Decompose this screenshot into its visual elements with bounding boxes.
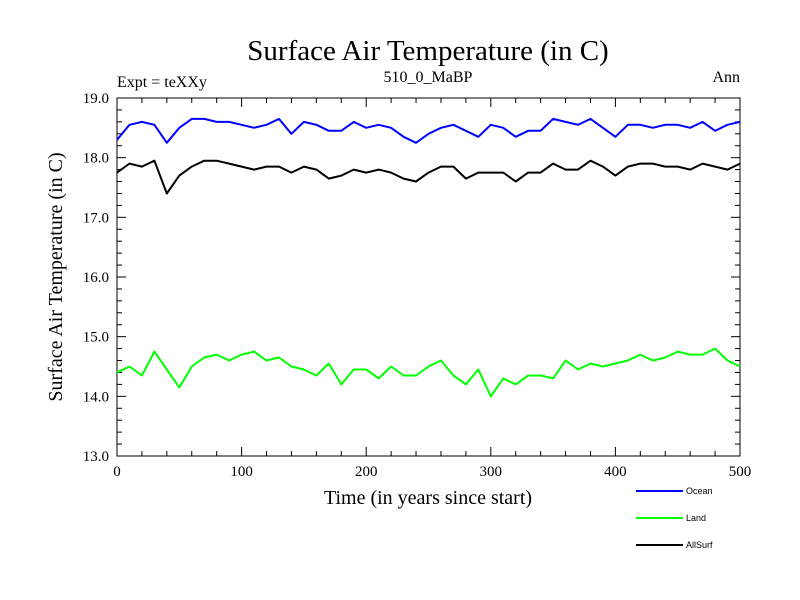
x-tick-label: 200	[355, 464, 378, 480]
y-axis-tick-labels: 13.0 14.0 15.0 16.0 17.0 18.0 19.0	[83, 91, 109, 465]
y-axis-ticks	[117, 97, 740, 457]
y-tick-label: 18.0	[83, 151, 109, 167]
x-tick-label: 100	[230, 464, 253, 480]
y-tick-label: 17.0	[83, 210, 109, 226]
y-tick-label: 14.0	[83, 389, 109, 405]
y-axis-label: Surface Air Temperature (in C)	[45, 152, 67, 401]
period-label: 510_0_MaBP	[384, 69, 473, 86]
x-tick-label: 300	[480, 464, 503, 480]
season-label: Ann	[712, 69, 740, 86]
legend-label-land: Land	[686, 513, 706, 523]
y-tick-label: 19.0	[83, 91, 109, 107]
x-axis-label: Time (in years since start)	[324, 487, 532, 509]
experiment-label: Expt = teXXy	[117, 74, 207, 91]
plot-frame	[116, 97, 741, 457]
y-tick-label: 15.0	[83, 330, 109, 346]
x-tick-label: 400	[604, 464, 627, 480]
x-tick-label: 500	[729, 464, 752, 480]
legend: Ocean Land AllSurf	[636, 486, 713, 550]
y-tick-label: 13.0	[83, 449, 109, 465]
legend-label-ocean: Ocean	[686, 486, 713, 496]
x-tick-label: 0	[113, 464, 121, 480]
series-line-ocean	[116, 117, 741, 144]
series-line-allsurf	[116, 159, 741, 195]
legend-label-allsurf: AllSurf	[686, 540, 713, 550]
y-tick-label: 16.0	[83, 270, 109, 286]
chart-title: Surface Air Temperature (in C)	[247, 35, 608, 67]
series-lines	[116, 117, 741, 398]
series-line-land	[116, 347, 741, 398]
x-axis-tick-labels: 0 100 200 300 400 500	[113, 464, 751, 480]
x-axis-ticks	[116, 98, 741, 456]
